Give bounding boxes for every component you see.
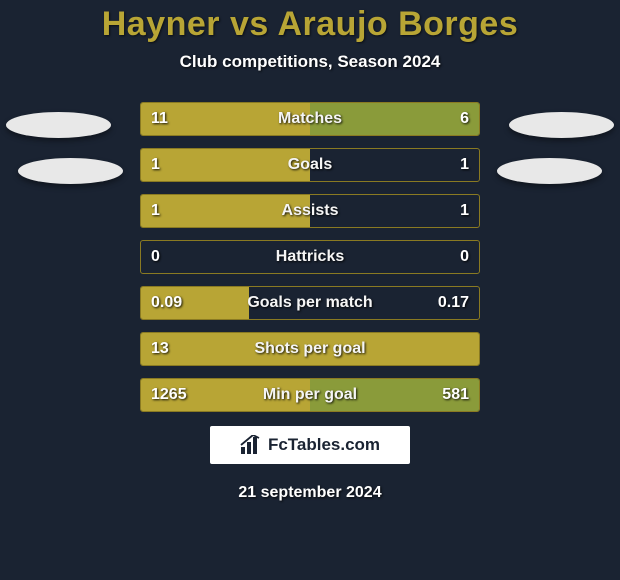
bar-row-min-per-goal: 1265 Min per goal 581	[140, 378, 480, 412]
player-right-marker-1	[509, 112, 614, 138]
bar-label: Hattricks	[276, 248, 344, 266]
comparison-bars: 11 Matches 6 1 Goals 1 1 Assists 1	[140, 102, 480, 412]
bar-row-shots-per-goal: 13 Shots per goal	[140, 332, 480, 366]
bar-row-assists: 1 Assists 1	[140, 194, 480, 228]
bar-value-right: 1	[460, 156, 469, 174]
chart-area: 11 Matches 6 1 Goals 1 1 Assists 1	[0, 102, 620, 412]
bar-value-right: 581	[442, 386, 469, 404]
player-right-marker-2	[497, 158, 602, 184]
bar-value-left: 13	[151, 340, 169, 358]
comparison-infographic: Hayner vs Araujo Borges Club competition…	[0, 0, 620, 580]
bar-label: Assists	[282, 202, 339, 220]
bar-value-right: 1	[460, 202, 469, 220]
bar-label: Goals	[288, 156, 332, 174]
bar-chart-icon	[240, 435, 262, 455]
subtitle: Club competitions, Season 2024	[0, 52, 620, 72]
bar-value-right: 0	[460, 248, 469, 266]
bar-value-left: 0	[151, 248, 160, 266]
bar-label: Goals per match	[247, 294, 372, 312]
bar-row-hattricks: 0 Hattricks 0	[140, 240, 480, 274]
footer-date: 21 september 2024	[0, 484, 620, 502]
bar-value-left: 0.09	[151, 294, 182, 312]
bar-row-goals-per-match: 0.09 Goals per match 0.17	[140, 286, 480, 320]
bar-value-right: 6	[460, 110, 469, 128]
bar-row-matches: 11 Matches 6	[140, 102, 480, 136]
bar-label: Shots per goal	[254, 340, 365, 358]
page-title: Hayner vs Araujo Borges	[0, 5, 620, 44]
bar-label: Min per goal	[263, 386, 357, 404]
player-left-marker-2	[18, 158, 123, 184]
bar-value-left: 11	[151, 110, 168, 128]
bar-value-left: 1	[151, 156, 160, 174]
bar-label: Matches	[278, 110, 342, 128]
bar-value-right: 0.17	[438, 294, 469, 312]
branding-text: FcTables.com	[268, 435, 380, 455]
branding-badge: FcTables.com	[210, 426, 410, 464]
bar-value-left: 1265	[151, 386, 187, 404]
player-left-marker-1	[6, 112, 111, 138]
bar-row-goals: 1 Goals 1	[140, 148, 480, 182]
bar-value-left: 1	[151, 202, 160, 220]
bar-fill-left	[141, 149, 310, 181]
